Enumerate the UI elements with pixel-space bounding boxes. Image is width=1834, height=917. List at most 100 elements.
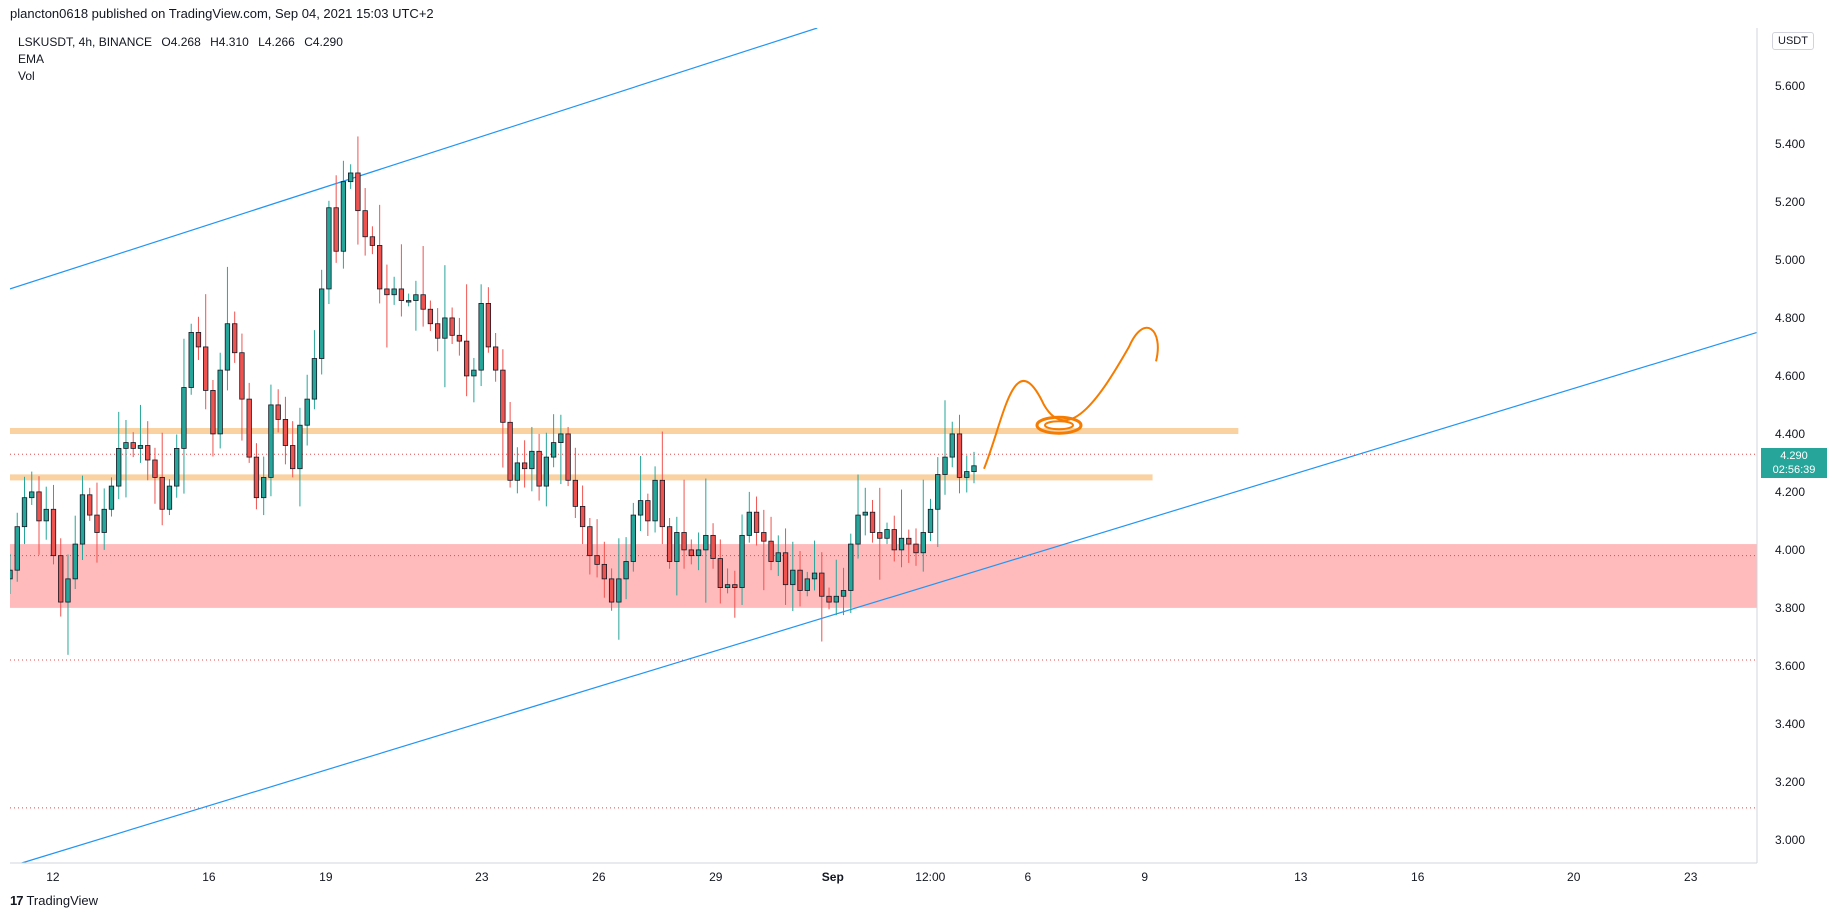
chart-frame[interactable]: 5.600 5.400 5.200 5.000 4.800 4.600 4.400 4.200… <box>10 28 1834 894</box>
candle-body <box>753 511 760 533</box>
candle-body <box>608 578 615 603</box>
candle-body <box>456 334 463 342</box>
candle-body <box>782 552 789 586</box>
x-tick-label: 20 <box>1567 870 1581 884</box>
candle-body <box>210 390 216 435</box>
legend-open: O4.268 <box>161 35 201 49</box>
candle-body <box>427 308 434 325</box>
breakout-circle <box>1035 415 1083 435</box>
candle-body <box>579 505 586 528</box>
candle-body <box>826 595 832 603</box>
candle-body <box>21 497 28 528</box>
x-tick-label: 16 <box>1411 870 1425 884</box>
legend-close: C4.290 <box>304 35 343 49</box>
candle-body <box>543 456 550 487</box>
candle-body <box>405 300 412 303</box>
candle-body <box>485 303 492 348</box>
legend-high: H4.310 <box>210 35 249 49</box>
x-tick-label: 19 <box>319 870 333 884</box>
candle-body <box>674 532 680 562</box>
candle-body <box>956 433 963 478</box>
projection-drawing <box>983 326 1159 470</box>
x-tick-label: 12 <box>46 870 60 884</box>
candle-body <box>529 450 535 470</box>
candle-body <box>630 514 636 562</box>
candle-body <box>50 508 57 557</box>
candle-body <box>906 537 912 545</box>
candle-body <box>43 508 49 522</box>
candle-body <box>369 236 376 246</box>
candle-body <box>101 508 107 533</box>
candle-body <box>862 511 868 516</box>
x-tick-label: 16 <box>202 870 216 884</box>
candle-body <box>36 491 42 522</box>
zones-layer <box>10 428 1757 809</box>
bar-countdown: 02:56:39 <box>1772 464 1816 476</box>
candle-body <box>463 340 470 377</box>
candle-body <box>811 572 818 580</box>
candle-body <box>87 494 93 516</box>
candle-body <box>761 532 767 542</box>
legend-ema[interactable]: EMA <box>18 52 45 66</box>
candle-body <box>471 369 477 377</box>
candle-body <box>478 303 484 371</box>
candle-body <box>949 433 955 458</box>
candle-body <box>224 323 231 371</box>
last-price-tag: 4.290 02:56:39 <box>1761 448 1827 478</box>
candle-body <box>739 534 745 588</box>
legend-low: L4.266 <box>258 35 295 49</box>
candle-body <box>594 555 600 565</box>
currency-badge[interactable]: USDT <box>1772 32 1814 50</box>
legend-vol[interactable]: Vol <box>18 69 35 83</box>
candle-body <box>935 474 941 510</box>
candle-body <box>137 445 144 449</box>
candle-body <box>703 534 709 551</box>
candle-body <box>152 459 158 478</box>
candle-body <box>246 398 252 458</box>
candle-body <box>362 210 368 238</box>
candle-body <box>116 447 122 487</box>
candle-body <box>65 578 71 603</box>
candle-body <box>558 433 564 444</box>
candle-body <box>348 172 354 183</box>
price-chart[interactable]: 5.600 5.400 5.200 5.000 4.800 4.600 4.400 4.200… <box>10 28 1834 894</box>
candle-body <box>333 207 339 252</box>
candle-body <box>355 172 361 212</box>
candle-body <box>717 558 723 588</box>
candle-body <box>623 561 629 580</box>
axes-layer: 5.600 5.400 5.200 5.000 4.800 4.600 4.400 4.200… <box>10 28 1805 884</box>
candle-body <box>768 540 774 562</box>
candle-body <box>572 479 579 507</box>
x-tick-label: 29 <box>709 870 723 884</box>
candle-body <box>587 526 593 557</box>
tradingview-logo[interactable]: 17 TradingView <box>10 893 98 908</box>
candle-body <box>565 433 571 481</box>
candle-body <box>536 450 542 487</box>
candle-body <box>819 572 825 597</box>
candle-body <box>217 369 223 435</box>
candle-body <box>261 476 267 499</box>
candles-layer <box>10 136 977 655</box>
candle-body <box>637 500 644 516</box>
candle-body <box>732 584 738 588</box>
candle-body <box>268 404 274 478</box>
breakout-circle-inner <box>1044 420 1074 431</box>
x-tick-label: 6 <box>1024 870 1031 884</box>
candle-body <box>500 369 506 423</box>
candle-body <box>442 317 448 339</box>
y-tick-label: 3.200 <box>1775 775 1805 789</box>
candle-body <box>275 404 281 420</box>
candle-body <box>145 445 151 461</box>
candle-body <box>681 532 687 551</box>
candle-body <box>239 352 245 400</box>
candle-body <box>659 479 665 528</box>
channel-layer <box>10 28 1758 864</box>
candle-body <box>174 447 180 487</box>
candle-body <box>413 294 419 301</box>
legend-symbol[interactable]: LSKUSDT, 4h, BINANCE <box>18 35 153 49</box>
support-zone <box>10 544 1757 608</box>
x-tick-label: 9 <box>1141 870 1148 884</box>
candle-body <box>797 569 803 591</box>
candle-body <box>507 421 513 481</box>
candle-body <box>927 508 934 533</box>
